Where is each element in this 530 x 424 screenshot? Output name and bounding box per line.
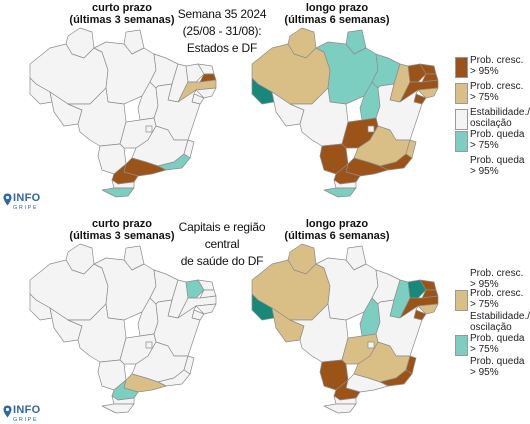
legend-swatch: [455, 131, 468, 152]
state-al: [195, 87, 217, 99]
state-rs: [323, 187, 357, 198]
map-top-left-states-short-term: [29, 27, 217, 198]
top-right-title: longo prazo (últimas 6 semanas): [284, 2, 390, 26]
legend-item-prob-cresc-95: Prob. cresc. > 95%: [470, 268, 524, 290]
legend-item-prob-queda-75: Prob. queda > 75%: [455, 333, 530, 359]
bottom-legend: Prob. cresc. > 95% Prob. cresc. > 75% Esta…: [455, 268, 530, 408]
bottom-right-title: longo prazo (últimas 6 semanas): [284, 218, 390, 242]
location-pin-icon: [3, 193, 12, 206]
legend-swatch: [455, 83, 468, 104]
legend-item-prob-queda-75: Prob. queda > 75%: [455, 129, 530, 155]
map-bottom-right-capitals-long-term: [251, 243, 439, 414]
state-rs: [101, 403, 135, 414]
legend-swatch: [455, 57, 468, 78]
map-bottom-left-capitals-short-term: [29, 243, 217, 414]
legend-item-prob-queda-95: Prob. queda > 95%: [470, 356, 525, 378]
top-left-title: curto prazo (últimas 3 semanas): [69, 2, 175, 26]
legend-item-prob-cresc-95: Prob. cresc. > 95%: [455, 55, 530, 81]
legend-item-prob-queda-95: Prob. queda > 95%: [470, 155, 525, 177]
location-pin-icon: [3, 405, 12, 418]
legend-item-prob-cresc-75: Prob. cresc. > 75%: [455, 288, 530, 314]
legend-swatch: [455, 109, 468, 130]
state-sc: [333, 179, 357, 189]
state-df: [145, 125, 153, 133]
state-df: [367, 125, 375, 133]
legend-swatch: [455, 290, 468, 311]
state-ce: [185, 63, 205, 83]
state-ce: [407, 279, 427, 299]
state-rs: [323, 403, 357, 414]
state-sc: [111, 395, 135, 405]
state-df: [145, 341, 153, 349]
bottom-center-title: Capitais e região central de saúde do DF: [178, 220, 266, 268]
state-ce: [185, 279, 205, 299]
state-ce: [407, 63, 427, 83]
legend-item-prob-cresc-75: Prob. cresc. > 75%: [455, 81, 530, 107]
state-sc: [111, 179, 135, 189]
legend-item-estabilidade: Estabilidade./oscilação: [470, 311, 530, 333]
top-legend: Prob. cresc. > 95% Prob. cresc. > 75% Esta…: [455, 55, 530, 195]
state-al: [417, 87, 439, 99]
state-al: [417, 303, 439, 315]
state-al: [195, 303, 217, 315]
state-df: [367, 341, 375, 349]
bottom-left-title: curto prazo (últimas 3 semanas): [69, 218, 175, 242]
legend-item-estabilidade: Estabilidade./oscilação: [455, 107, 530, 133]
state-rs: [101, 187, 135, 198]
state-sc: [333, 395, 357, 405]
map-top-right-states-long-term: [251, 27, 439, 198]
top-center-title: Semana 35 2024 (25/08 - 31/08): Estados …: [177, 7, 267, 55]
legend-swatch: [455, 335, 468, 356]
